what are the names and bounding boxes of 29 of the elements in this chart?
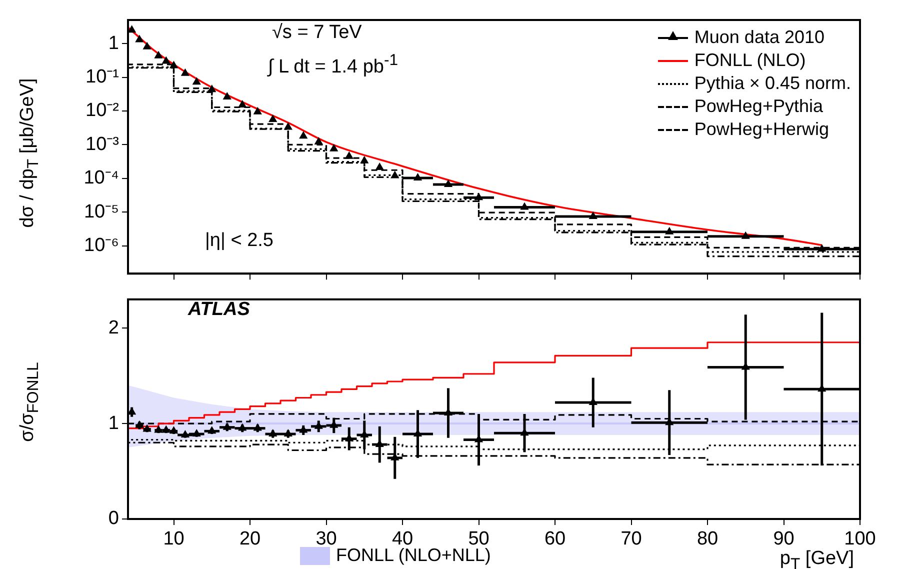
legend-label: PowHeg+Pythia <box>694 95 823 118</box>
y-tick-label: 2 <box>108 317 119 338</box>
annotation: √s = 7 TeV <box>272 22 362 44</box>
x-tick-label: 90 <box>773 528 794 550</box>
y-tick-label: 10⁻³ <box>86 134 119 155</box>
legend-label: Pythia × 0.45 norm. <box>694 72 851 95</box>
legend-label: FONLL (NLO) <box>694 49 806 72</box>
x-tick-label: 30 <box>316 528 337 550</box>
legend-label: PowHeg+Herwig <box>694 118 829 141</box>
x-tick-label: 10 <box>163 528 184 550</box>
y-tick-label: 10⁻⁵ <box>84 201 119 222</box>
y-tick-label: 10⁻² <box>86 100 119 122</box>
y-tick-label: 1 <box>108 32 119 54</box>
x-tick-label: 80 <box>696 528 718 550</box>
y-tick-label: 0 <box>108 508 119 530</box>
x-tick-label: 60 <box>544 528 566 550</box>
x-tick-label: 20 <box>239 528 261 550</box>
x-tick-label: 100 <box>844 528 876 550</box>
y-tick-label: 1 <box>108 412 119 434</box>
y-tick-label: 10⁻⁶ <box>84 235 119 256</box>
legend-label: Muon data 2010 <box>694 26 825 49</box>
annotation: ATLAS <box>188 299 250 321</box>
annotation: |η| < 2.5 <box>205 230 274 252</box>
y-tick-label: 10⁻¹ <box>86 66 119 88</box>
y-tick-label: 10⁻⁴ <box>84 168 119 189</box>
annotation: ∫ L dt = 1.4 pb$^{-1}$ <box>268 52 398 78</box>
x-axis-title: p$_{T}$ [GeV] <box>780 548 854 569</box>
x-tick-label: 70 <box>620 528 642 550</box>
legend-label: FONLL (NLO+NLL) <box>336 545 491 567</box>
